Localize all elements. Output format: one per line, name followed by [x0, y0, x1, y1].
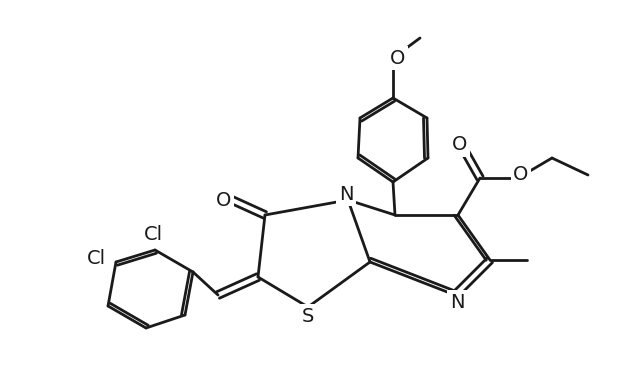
Text: O: O	[216, 191, 232, 210]
Text: N: N	[450, 292, 464, 311]
Text: Cl: Cl	[143, 225, 163, 244]
Text: O: O	[513, 166, 529, 185]
Text: N: N	[339, 185, 353, 204]
Text: Cl: Cl	[86, 248, 106, 267]
Text: O: O	[452, 135, 468, 154]
Text: O: O	[390, 48, 406, 68]
Text: S: S	[302, 307, 314, 326]
